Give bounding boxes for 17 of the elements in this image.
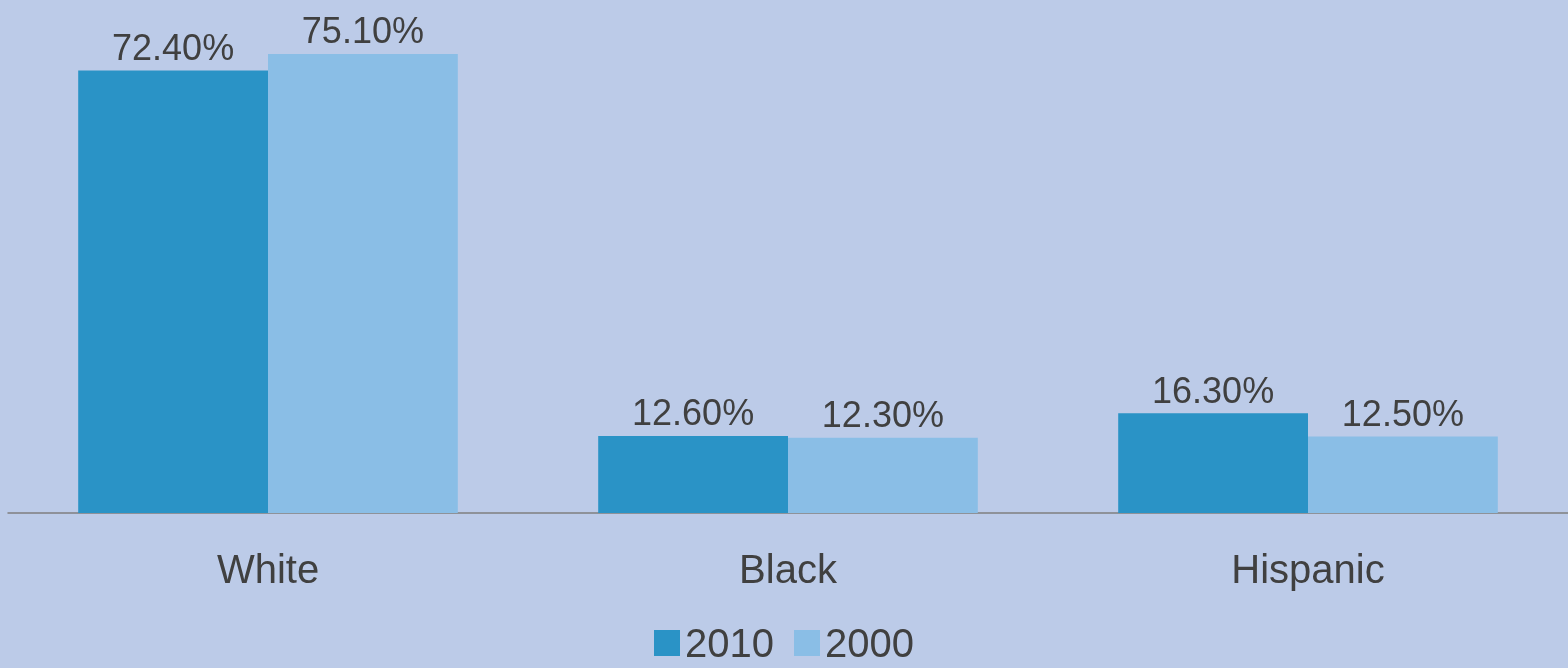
x-tick-label: Hispanic [1231, 547, 1385, 591]
bar [788, 437, 978, 513]
bar [78, 70, 268, 513]
data-label: 16.30% [1152, 369, 1275, 411]
bar [598, 435, 788, 513]
data-label: 12.30% [821, 394, 944, 436]
legend-label: 2000 [825, 621, 914, 665]
x-tick-label: White [216, 547, 320, 591]
x-tick-label: Black [739, 547, 838, 591]
legend-label: 2010 [685, 621, 774, 665]
bar [1308, 436, 1498, 513]
bar [268, 53, 458, 513]
data-label: 12.50% [1341, 393, 1464, 435]
bar [1118, 413, 1308, 513]
data-label: 12.60% [632, 392, 755, 434]
data-label: 75.10% [301, 10, 424, 52]
data-label: 72.40% [112, 26, 235, 68]
